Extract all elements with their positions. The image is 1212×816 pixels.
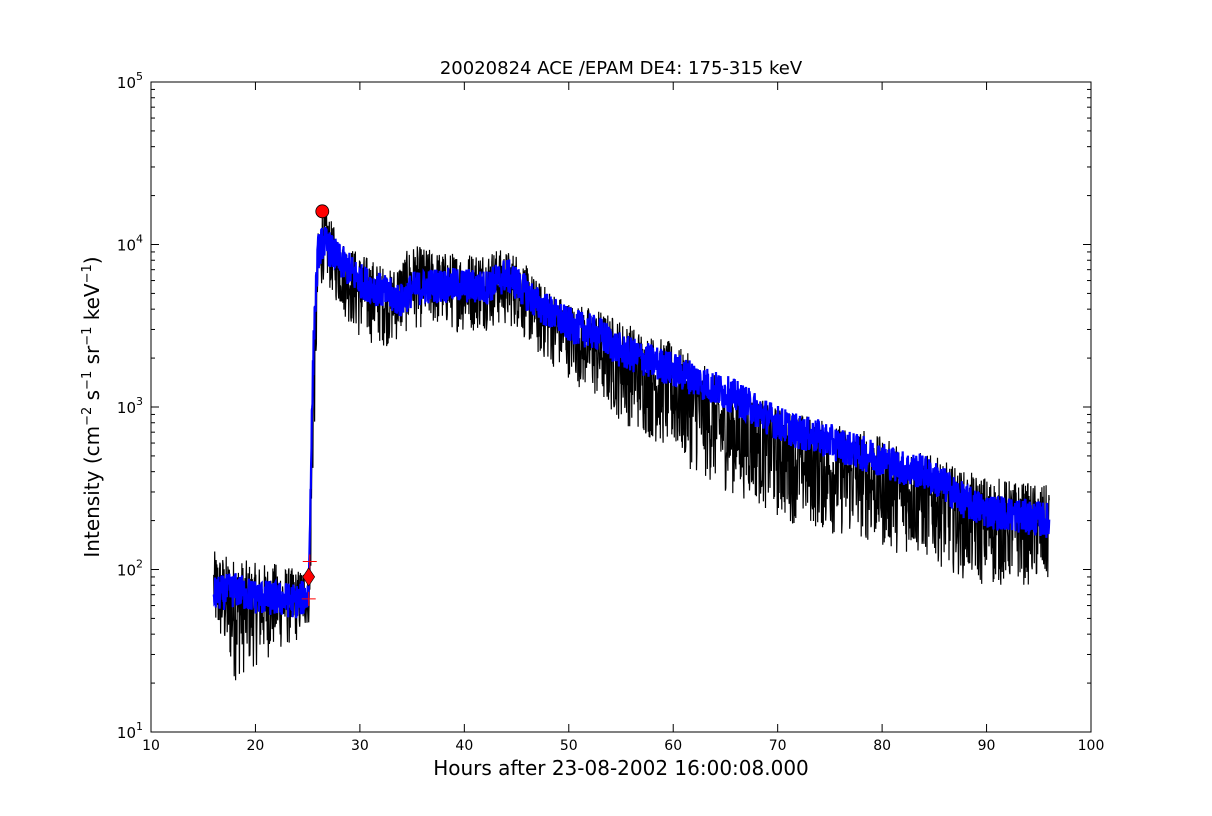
- smoothed-intensity-line: [212, 227, 1051, 619]
- x-tick-label: 20: [247, 738, 265, 754]
- y-tick-exponent: 4: [136, 233, 143, 246]
- y-tick-base: 10: [117, 724, 136, 742]
- y-tick-exponent: 3: [136, 395, 143, 408]
- circle-marker: [315, 204, 330, 219]
- x-tick-label: 100: [1078, 738, 1105, 754]
- y-label-mid-3: keV: [80, 283, 104, 327]
- event-markers: [301, 204, 330, 606]
- y-tick-exponent: 2: [136, 558, 143, 571]
- y-label-suffix: ): [80, 256, 104, 264]
- y-tick-label: 103: [117, 395, 143, 417]
- y-tick-base: 10: [117, 562, 136, 580]
- y-label-mid-1: s: [80, 390, 104, 407]
- y-label-sup-2: −1: [80, 371, 95, 390]
- plus-marker: [302, 554, 317, 569]
- x-tick-label: 80: [873, 738, 891, 754]
- diamond-marker: [302, 567, 316, 587]
- y-tick-base: 10: [117, 237, 136, 255]
- x-tick-label: 40: [455, 738, 473, 754]
- plot-data-layer: [212, 205, 1051, 681]
- y-tick-label: 101: [117, 720, 143, 742]
- y-tick-exponent: 1: [136, 720, 143, 733]
- y-tick-label: 105: [117, 70, 143, 92]
- y-tick-base: 10: [117, 399, 136, 417]
- y-label-sup-4: −1: [80, 264, 95, 283]
- y-tick-label: 102: [117, 558, 143, 580]
- y-label-prefix: Intensity (cm: [80, 426, 104, 558]
- y-label-mid-2: sr: [80, 345, 104, 371]
- x-tick-label: 60: [664, 738, 682, 754]
- y-tick-base: 10: [117, 74, 136, 92]
- x-tick-label: 10: [142, 738, 160, 754]
- x-tick-label: 30: [351, 738, 369, 754]
- plus-marker: [301, 591, 316, 606]
- x-axis: 10 20 30 40 50 60 70 80 90 100: [142, 82, 1104, 754]
- chart-title: 20020824 ACE /EPAM DE4: 175-315 keV: [440, 58, 803, 79]
- y-label-sup-3: −1: [80, 327, 95, 346]
- y-tick-label: 104: [117, 233, 143, 255]
- y-tick-exponent: 5: [136, 70, 143, 83]
- y-axis-label: Intensity (cm−2 s−1 sr−1 keV−1): [80, 256, 104, 557]
- x-tick-label: 90: [978, 738, 996, 754]
- y-label-sup-1: −2: [80, 407, 95, 426]
- x-tick-label: 50: [560, 738, 578, 754]
- x-axis-label: Hours after 23-08-2002 16:00:08.000: [433, 756, 809, 780]
- x-tick-label: 70: [769, 738, 787, 754]
